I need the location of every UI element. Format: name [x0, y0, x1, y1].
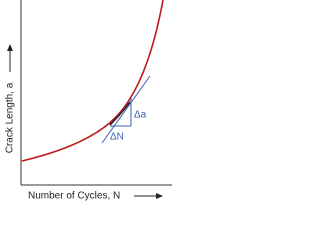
crack-growth-diagram: Δa ΔN Crack Length, a Number of Cycles, …	[5, 0, 172, 202]
x-axis-label: Number of Cycles, N	[28, 191, 120, 202]
growth-curve	[21, 0, 164, 162]
tangent-line	[101, 75, 151, 144]
y-arrow-head	[7, 44, 13, 51]
delta-n-label: ΔN	[110, 132, 124, 143]
curve-segment	[109, 101, 131, 126]
x-arrow-head	[156, 193, 163, 199]
delta-a-label: Δa	[134, 110, 147, 121]
y-axis-label: Crack Length, a	[5, 82, 16, 153]
